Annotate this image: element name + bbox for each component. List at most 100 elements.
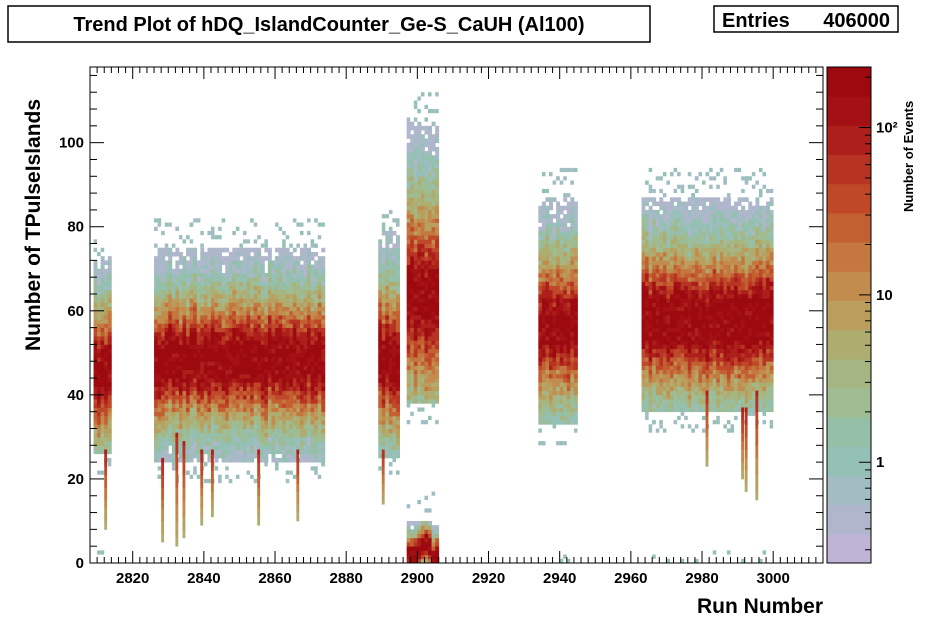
heat-cell xyxy=(652,209,657,215)
heat-cell xyxy=(221,394,226,400)
heat-cell xyxy=(207,411,212,417)
heat-cell xyxy=(680,306,685,312)
heat-cell xyxy=(641,268,646,274)
heat-cell xyxy=(655,222,660,228)
heat-cell xyxy=(157,268,162,274)
heat-cell xyxy=(154,424,159,429)
heat-cell xyxy=(559,302,564,307)
heat-cell xyxy=(641,352,646,358)
heat-cell xyxy=(655,390,660,396)
heat-cell xyxy=(396,218,400,223)
heat-cell xyxy=(221,403,226,408)
heat-cell xyxy=(207,344,212,350)
heat-cell xyxy=(303,441,308,446)
heat-cell xyxy=(310,264,315,270)
heat-cell xyxy=(97,357,102,362)
heat-cell xyxy=(225,403,230,408)
heat-cell xyxy=(673,340,678,345)
heat-cell xyxy=(253,361,258,366)
heat-cell xyxy=(381,386,386,392)
heat-cell xyxy=(396,340,400,345)
heat-cell xyxy=(154,386,159,392)
heat-cell xyxy=(260,260,265,265)
heat-cell xyxy=(221,218,226,223)
heat-cell xyxy=(392,277,397,282)
heat-cell xyxy=(563,411,568,417)
heat-cell xyxy=(413,201,418,207)
heat-cell xyxy=(235,327,240,333)
heat-cell xyxy=(235,357,240,362)
heat-cell xyxy=(171,306,176,312)
heat-cell xyxy=(178,411,183,417)
heat-cell xyxy=(570,272,575,278)
heat-cell xyxy=(545,357,550,362)
heat-cell xyxy=(264,327,269,333)
heat-cell xyxy=(175,331,180,337)
heat-cell xyxy=(652,243,657,249)
heat-cell xyxy=(253,382,258,387)
heat-cell xyxy=(573,218,578,223)
heat-cell xyxy=(552,420,557,425)
heat-cell xyxy=(275,386,279,392)
heat-cell xyxy=(253,323,258,329)
heat-cell xyxy=(278,348,283,354)
heat-cell xyxy=(207,478,211,484)
heat-cell xyxy=(203,302,208,307)
heat-cell xyxy=(264,256,269,261)
heat-cell xyxy=(157,436,162,442)
heat-cell xyxy=(310,289,315,295)
heat-cell xyxy=(171,378,176,383)
heat-cell xyxy=(424,558,429,564)
heat-cell xyxy=(264,310,269,316)
heat-cell xyxy=(210,424,215,429)
heat-cell xyxy=(193,453,198,459)
heat-cell xyxy=(157,264,162,270)
heat-cell xyxy=(214,235,219,240)
heat-cell xyxy=(196,344,201,350)
heat-cell xyxy=(666,293,671,299)
heat-cell xyxy=(168,357,173,362)
heat-cell xyxy=(570,209,575,215)
heat-cell xyxy=(413,209,418,215)
heat-cell xyxy=(428,226,432,232)
heat-cell xyxy=(264,373,269,379)
heat-cell xyxy=(207,365,212,371)
heat-cell xyxy=(549,235,553,240)
heat-cell xyxy=(203,327,208,333)
heat-cell xyxy=(168,222,172,227)
heat-cell xyxy=(267,365,272,371)
heat-cell xyxy=(677,373,682,379)
heat-cell xyxy=(410,125,415,131)
heat-cell xyxy=(271,319,276,324)
heat-cell xyxy=(310,306,315,312)
heat-cell xyxy=(275,428,279,434)
heat-cell xyxy=(662,205,667,211)
heat-cell xyxy=(193,260,198,265)
heat-cell xyxy=(662,394,667,400)
heat-cell xyxy=(314,340,319,345)
heat-cell xyxy=(655,340,660,345)
heat-cell xyxy=(235,373,240,379)
heat-cell xyxy=(566,298,571,303)
heat-cell xyxy=(570,369,575,375)
heat-cell xyxy=(97,424,102,429)
heat-cell xyxy=(541,348,546,354)
heat-cell xyxy=(250,390,255,396)
heat-cell xyxy=(182,403,187,408)
heat-cell xyxy=(424,348,429,354)
heat-cell xyxy=(164,251,169,257)
heat-cell xyxy=(666,340,671,345)
heat-cell xyxy=(317,235,322,240)
heat-cell xyxy=(392,331,397,337)
heat-cell xyxy=(189,281,194,286)
heat-cell xyxy=(413,331,418,337)
heat-cell xyxy=(662,226,667,232)
heat-cell xyxy=(175,319,180,324)
heat-cell xyxy=(424,205,429,211)
heat-cell xyxy=(275,407,279,413)
heat-cell xyxy=(292,298,297,303)
heat-cell xyxy=(171,365,176,371)
heat-cell xyxy=(378,277,383,282)
heat-cell xyxy=(164,361,169,366)
heat-cell xyxy=(410,268,415,274)
